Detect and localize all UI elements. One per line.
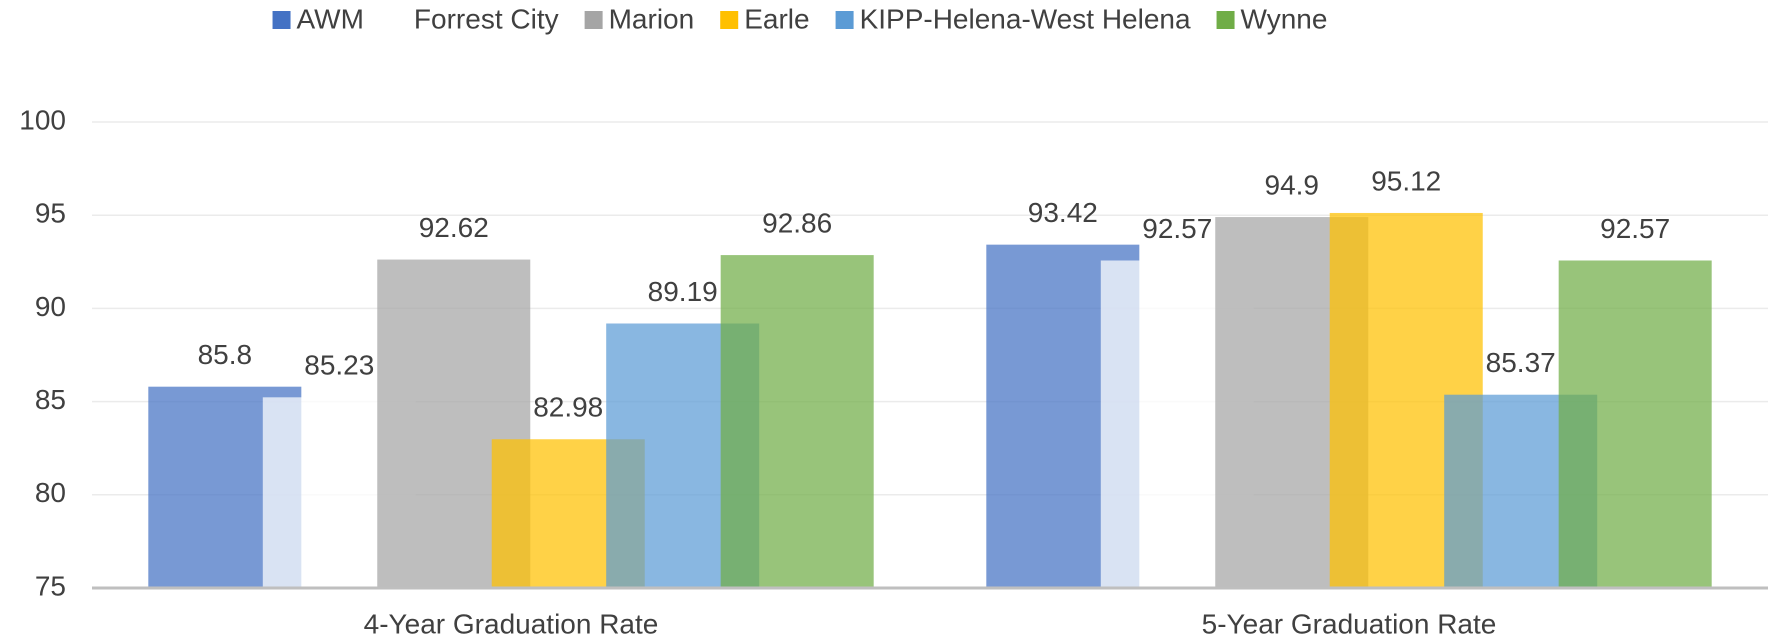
data-label: 92.57 (1600, 213, 1670, 244)
y-tick-label: 95 (35, 198, 66, 229)
legend-label: Marion (609, 3, 695, 34)
x-tick-label: 5-Year Graduation Rate (1202, 608, 1497, 639)
data-label: 94.9 (1265, 169, 1320, 200)
data-label: 85.23 (304, 350, 374, 381)
data-label: 85.8 (198, 339, 253, 370)
data-label: 89.19 (648, 276, 718, 307)
y-tick-label: 100 (19, 104, 66, 135)
legend-label: KIPP-Helena-West Helena (860, 3, 1191, 34)
legend-swatch (584, 11, 603, 29)
data-label: 92.62 (419, 212, 489, 243)
y-tick-label: 80 (35, 477, 66, 508)
legend-label: Wynne (1241, 3, 1328, 34)
data-label: 92.86 (762, 207, 832, 238)
bar (1558, 260, 1712, 588)
y-tick-label: 75 (35, 570, 66, 601)
legend-swatch (720, 11, 739, 29)
legend-swatch (272, 11, 291, 29)
data-label: 92.57 (1142, 213, 1212, 244)
y-tick-label: 85 (35, 384, 66, 415)
legend-swatch (389, 11, 408, 29)
legend-swatch (1216, 11, 1235, 29)
x-tick-label: 4-Year Graduation Rate (364, 608, 659, 639)
legend-swatch (835, 11, 854, 29)
legend-label: AWM (297, 3, 364, 34)
data-label: 95.12 (1371, 165, 1441, 196)
data-label: 85.37 (1486, 347, 1556, 378)
legend-label: Earle (744, 3, 809, 34)
legend-label: Forrest City (414, 3, 559, 34)
data-label: 93.42 (1028, 197, 1098, 228)
y-tick-label: 90 (35, 291, 66, 322)
bar (720, 255, 874, 588)
data-label: 82.98 (533, 392, 603, 423)
